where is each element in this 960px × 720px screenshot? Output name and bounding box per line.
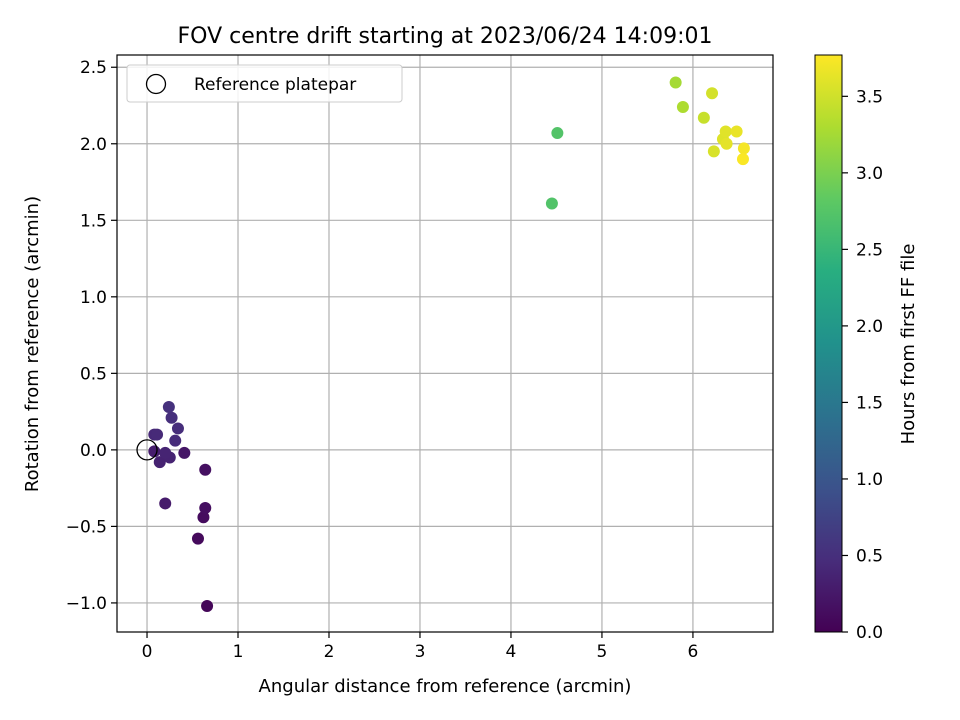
y-axis-label: Rotation from reference (arcmin) [22, 196, 43, 492]
data-point [719, 125, 732, 138]
colorbar-tick-label: 0.5 [856, 546, 883, 566]
x-tick-label: 0 [142, 642, 153, 662]
y-tick-label: 2.5 [80, 58, 107, 78]
data-point [697, 111, 710, 124]
data-point [159, 446, 172, 459]
colorbar-ticks: 0.0 0.5 1.0 1.5 2.0 2.5 3.0 3.5 [842, 87, 883, 643]
data-point [169, 434, 182, 447]
data-point [197, 511, 210, 524]
data-point [199, 463, 212, 476]
colorbar-tick-label: 1.5 [856, 393, 883, 413]
data-point [706, 87, 719, 100]
y-tick-label: −0.5 [66, 517, 107, 537]
y-axis-ticks: −1.0 −0.5 0.0 0.5 1.0 1.5 2.0 2.5 [66, 58, 117, 614]
x-axis-ticks: 0 1 2 3 4 5 6 [142, 632, 699, 662]
plot-frame [116, 54, 774, 633]
x-tick-label: 6 [688, 642, 699, 662]
colorbar-label: Hours from first FF file [898, 244, 919, 445]
data-point [153, 456, 166, 469]
data-point [201, 599, 214, 612]
scatter-points [148, 76, 750, 612]
data-point [159, 497, 172, 510]
colorbar-tick-label: 3.0 [856, 164, 883, 184]
legend-label: Reference platepar [194, 75, 356, 95]
data-point [676, 101, 689, 114]
x-tick-label: 1 [233, 642, 244, 662]
data-point [151, 428, 164, 441]
colorbar-tick-label: 3.5 [856, 87, 883, 107]
grid-lines [117, 55, 773, 632]
y-tick-label: −1.0 [66, 594, 107, 614]
data-point [669, 76, 682, 89]
data-point [737, 142, 750, 155]
data-point [720, 137, 733, 150]
data-point [148, 445, 161, 458]
colorbar [814, 54, 843, 633]
colorbar-tick-label: 1.0 [856, 470, 883, 490]
data-point [551, 127, 564, 140]
x-tick-label: 4 [506, 642, 517, 662]
y-tick-label: 1.5 [80, 211, 107, 231]
x-tick-label: 2 [324, 642, 335, 662]
reference-platepar-marker [136, 439, 158, 461]
x-axis-label: Angular distance from reference (arcmin) [259, 676, 632, 697]
data-point [171, 422, 184, 435]
data-point [730, 125, 743, 138]
data-point [165, 411, 178, 424]
legend-box [126, 64, 403, 103]
x-tick-label: 3 [415, 642, 426, 662]
reference-marker-group [136, 439, 158, 461]
y-tick-label: 1.0 [80, 288, 107, 308]
colorbar-tick-label: 0.0 [856, 623, 883, 643]
legend: Reference platepar [126, 64, 403, 103]
y-tick-label: 0.0 [80, 441, 107, 461]
data-point [545, 197, 558, 210]
data-point [178, 446, 191, 459]
data-point [736, 153, 749, 166]
colorbar-tick-label: 2.5 [856, 240, 883, 260]
x-tick-label: 5 [597, 642, 608, 662]
data-point [707, 145, 720, 158]
y-tick-label: 0.5 [80, 364, 107, 384]
data-point [199, 502, 212, 515]
data-point [191, 532, 204, 545]
data-point [162, 401, 175, 414]
chart-title: FOV centre drift starting at 2023/06/24 … [178, 24, 713, 49]
legend-marker [145, 73, 167, 95]
y-tick-label: 2.0 [80, 135, 107, 155]
colorbar-tick-label: 2.0 [856, 317, 883, 337]
